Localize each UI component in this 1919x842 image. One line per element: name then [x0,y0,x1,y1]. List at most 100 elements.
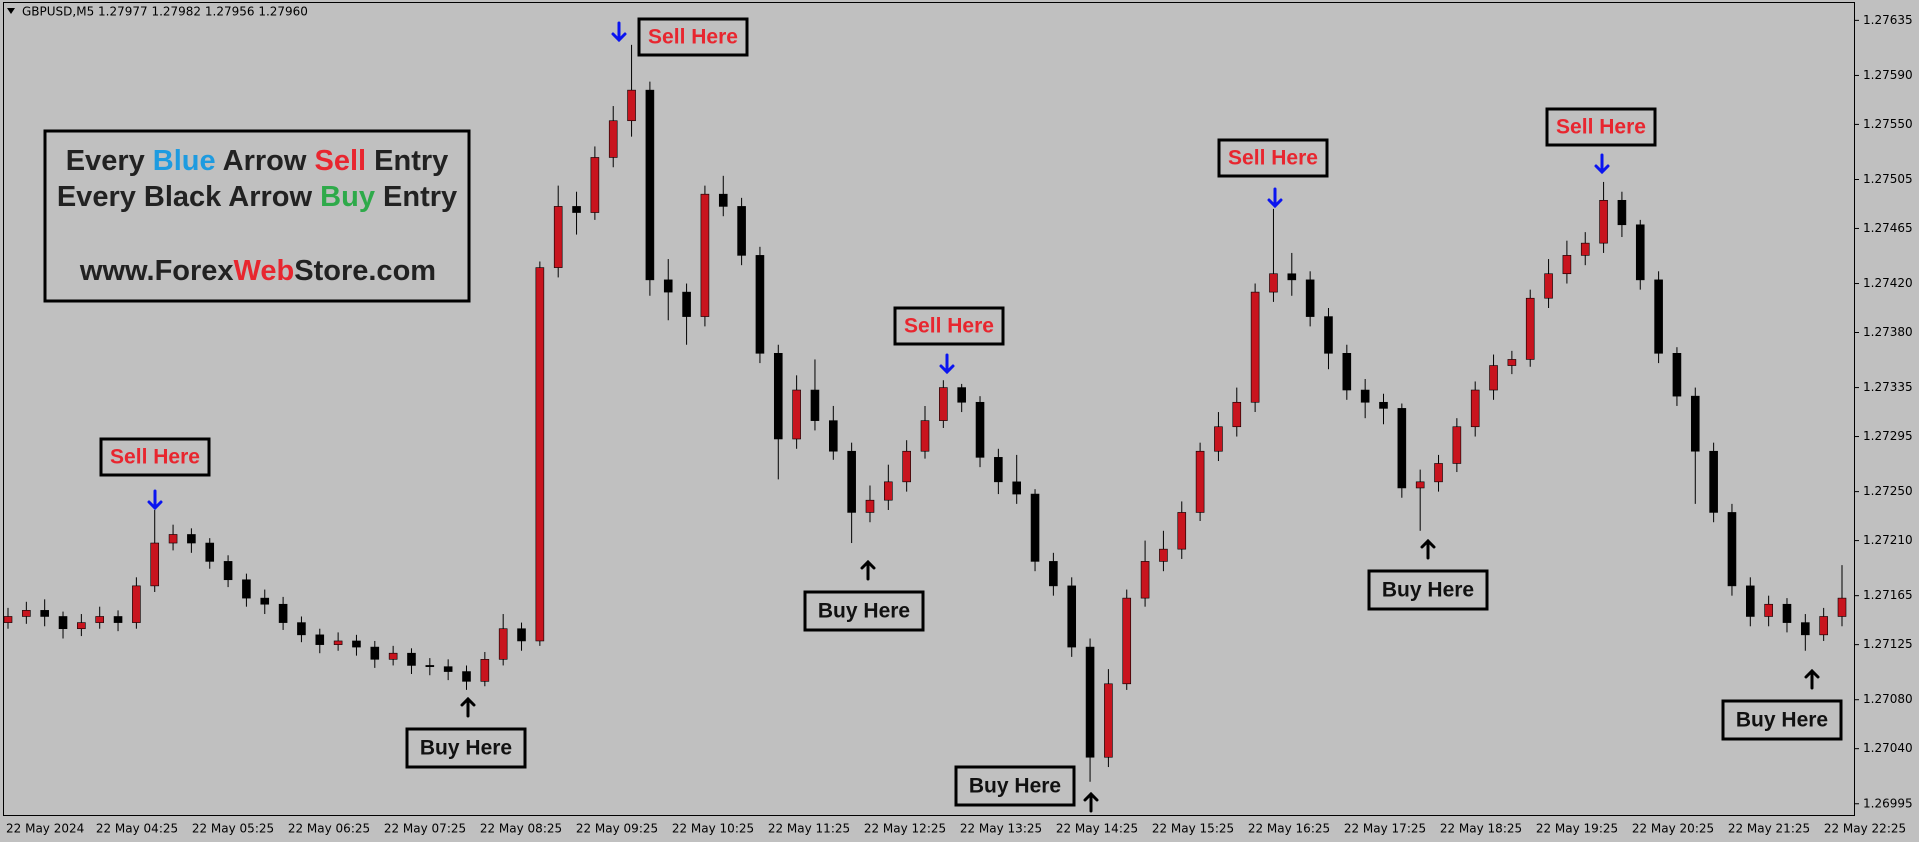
quote: 1.27977 1.27982 1.27956 1.27960 [98,5,308,19]
candle-body [1801,622,1810,636]
candle-body [773,353,783,440]
sell-box [1545,107,1657,147]
y-tick-label: 1.27590 [1863,68,1913,82]
candle-body [608,120,618,158]
buy-box [954,765,1076,807]
candle-body [1049,561,1058,587]
x-tick-label: 22 May 06:25 [288,822,370,836]
candle-body [1727,512,1737,587]
arrow-shape [1420,538,1436,560]
y-tick-label: 1.27335 [1863,380,1913,394]
candle-body [315,634,325,645]
word: Sell [314,145,366,177]
buy-label: Buy Here [420,737,512,760]
candle-body [627,89,636,122]
candle-body [1544,273,1553,299]
candle-body [1269,273,1278,293]
candle-body [425,665,435,667]
candle-body [1690,395,1700,452]
sell-arrow [1594,153,1610,175]
candle-body [645,89,655,281]
arrow-shape [460,696,476,718]
candle-body [113,616,123,623]
info-line: Every Black Arrow Buy Entry [57,181,457,213]
candle-body [1159,548,1168,562]
plot-frame [3,2,1855,816]
y-tick-label: 1.27125 [1863,637,1913,651]
sell-label: Sell Here [1228,147,1318,170]
candle-body [1195,450,1205,513]
y-tick-label: 1.27040 [1863,741,1913,755]
candle-body [1030,493,1040,562]
buy-label: Buy Here [818,600,910,623]
arrow-shape [1267,187,1283,209]
sell-label: Sell Here [110,446,200,469]
candle-body [223,561,233,581]
candle-body [1250,291,1260,403]
candle-body [939,387,948,421]
arrow-shape [860,559,876,581]
candle-body [1104,683,1113,758]
sell-arrow [147,489,163,511]
candle-body [242,579,251,599]
y-tick-label: 1.27380 [1863,325,1913,339]
x-tick-label: 22 May 14:25 [1056,822,1138,836]
candle-body [810,389,820,421]
x-tick-label: 22 May 21:25 [1728,822,1810,836]
word: Buy [320,181,375,213]
y-tick-label: 1.27250 [1863,484,1913,498]
x-tick-label: 22 May 08:25 [480,822,562,836]
x-tick-label: 22 May 2024 [6,822,84,836]
buy-box [405,727,527,769]
candle-body [443,666,453,672]
info-line: Every Blue Arrow Sell Entry [66,145,449,177]
y-tick-label: 1.27505 [1863,172,1913,186]
word: www.Forex [79,255,234,287]
sell-arrow [939,353,955,375]
x-tick-label: 22 May 07:25 [384,822,466,836]
candle-body [1324,316,1333,354]
candle-body [40,610,49,617]
word: Arrow [228,181,312,213]
candle-body [1140,561,1150,599]
candle-body [902,450,911,483]
buy-arrow [460,696,476,718]
candle-body [828,420,838,452]
candle-body [994,457,1003,483]
menu-triangle[interactable] [7,8,15,14]
candle-body [58,616,68,630]
candle-body [388,652,398,660]
x-tick-label: 22 May 18:25 [1440,822,1522,836]
buy-box [1367,569,1489,611]
candle-body [1085,646,1095,758]
word: Web [234,255,295,287]
y-tick-label: 1.27295 [1863,429,1913,443]
word: Blue [153,145,216,177]
word: Every [57,181,136,213]
word: Every [66,145,145,177]
candle-body [1305,279,1315,317]
candle-body [700,193,710,317]
candle-body [1287,273,1297,281]
candle-body [517,628,526,642]
candle-body [1525,297,1535,360]
website: www.ForexWebStore.com [79,255,436,287]
x-tick-label: 22 May 22:25 [1824,822,1906,836]
buy-label: Buy Here [969,775,1061,798]
x-tick-label: 22 May 09:25 [576,822,658,836]
buy-arrow [860,559,876,581]
candle-body [1746,585,1755,617]
x-tick-label: 22 May 20:25 [1632,822,1714,836]
arrow-shape [611,21,627,43]
candle-body [1379,401,1388,409]
candle-body [260,597,270,605]
candle-body [1599,199,1608,244]
candle-body [1562,255,1572,275]
candle-body [1654,279,1663,354]
candle-body [22,610,31,617]
candle-body [1232,401,1242,428]
buy-box [803,590,925,632]
candle-body [187,534,196,544]
candle-body [975,401,985,458]
